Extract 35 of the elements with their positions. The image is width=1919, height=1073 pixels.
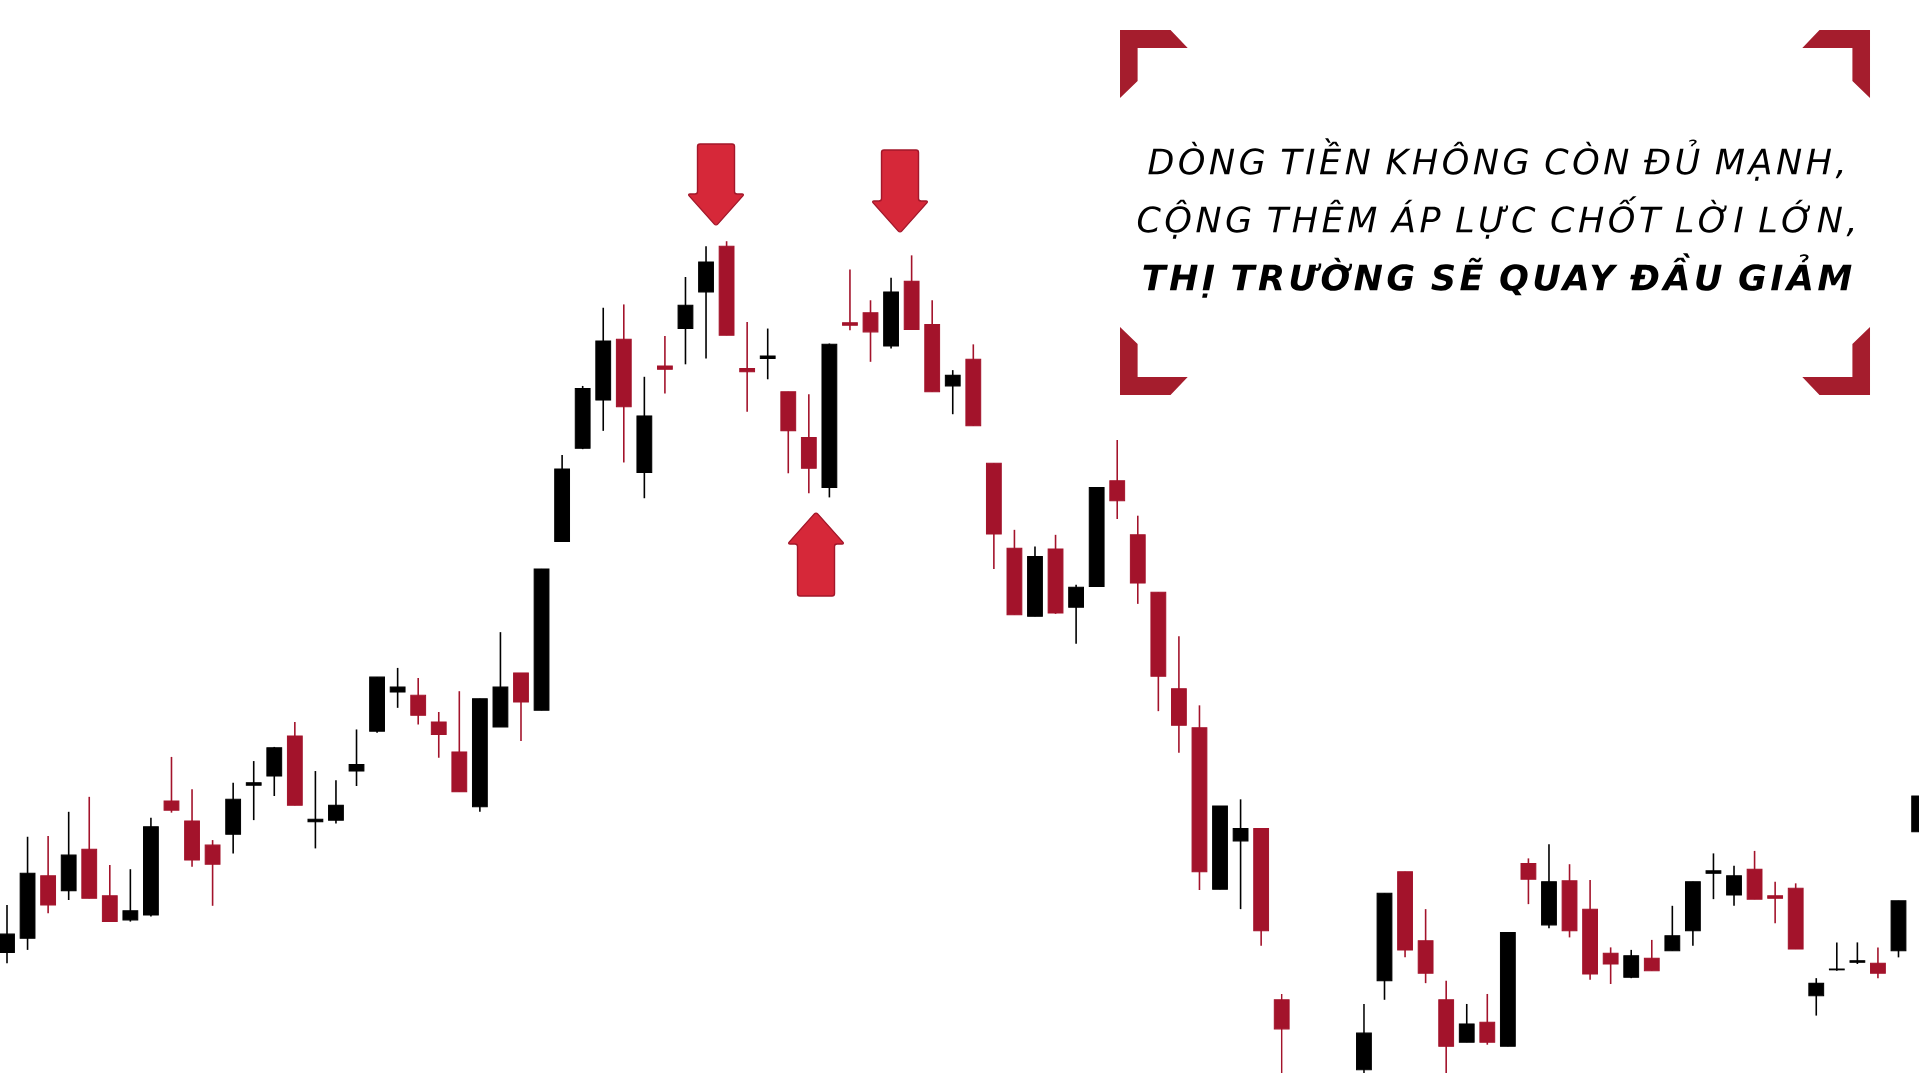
candlestick (245, 760, 262, 821)
candlestick (1643, 939, 1660, 972)
candlestick (1705, 852, 1722, 900)
candlestick (1849, 941, 1866, 965)
candlestick (1602, 946, 1619, 985)
candlestick (1623, 949, 1640, 979)
candlestick (204, 839, 221, 907)
candlestick (842, 268, 858, 332)
candlestick (122, 868, 139, 923)
candlestick (657, 335, 673, 395)
candlestick (1726, 865, 1742, 907)
candlestick (1479, 993, 1496, 1046)
candlestick (163, 756, 180, 814)
candlestick (739, 321, 756, 413)
candlestick (862, 299, 879, 363)
candlestick (1664, 905, 1681, 952)
annotation: DÒNG TIỀN KHÔNG CÒN ĐỦ MẠNH, CỘNG THÊM ÁP LỰC CHỐT LỜI LỚN, THỊ TRƯỜNG SẼ QUAY ĐẦU GIẢM (1137, 138, 1854, 298)
candlestick (328, 779, 344, 825)
candlestick (944, 369, 961, 416)
candlestick (1458, 1003, 1475, 1044)
candlestick (1520, 857, 1537, 905)
candlestick (1767, 880, 1784, 925)
candlestick (759, 327, 776, 381)
candlestick (410, 677, 427, 726)
candlestick (1808, 977, 1825, 1017)
candlestick (0, 904, 15, 964)
candlestick (1232, 798, 1249, 910)
candlestick (1828, 941, 1845, 972)
candlestick (1870, 946, 1886, 979)
candlestick (677, 276, 694, 366)
candlestick (430, 711, 447, 759)
candlestick (348, 728, 365, 787)
candlestick (1109, 439, 1126, 520)
candlestick (1068, 583, 1085, 645)
candlestick (389, 667, 406, 709)
